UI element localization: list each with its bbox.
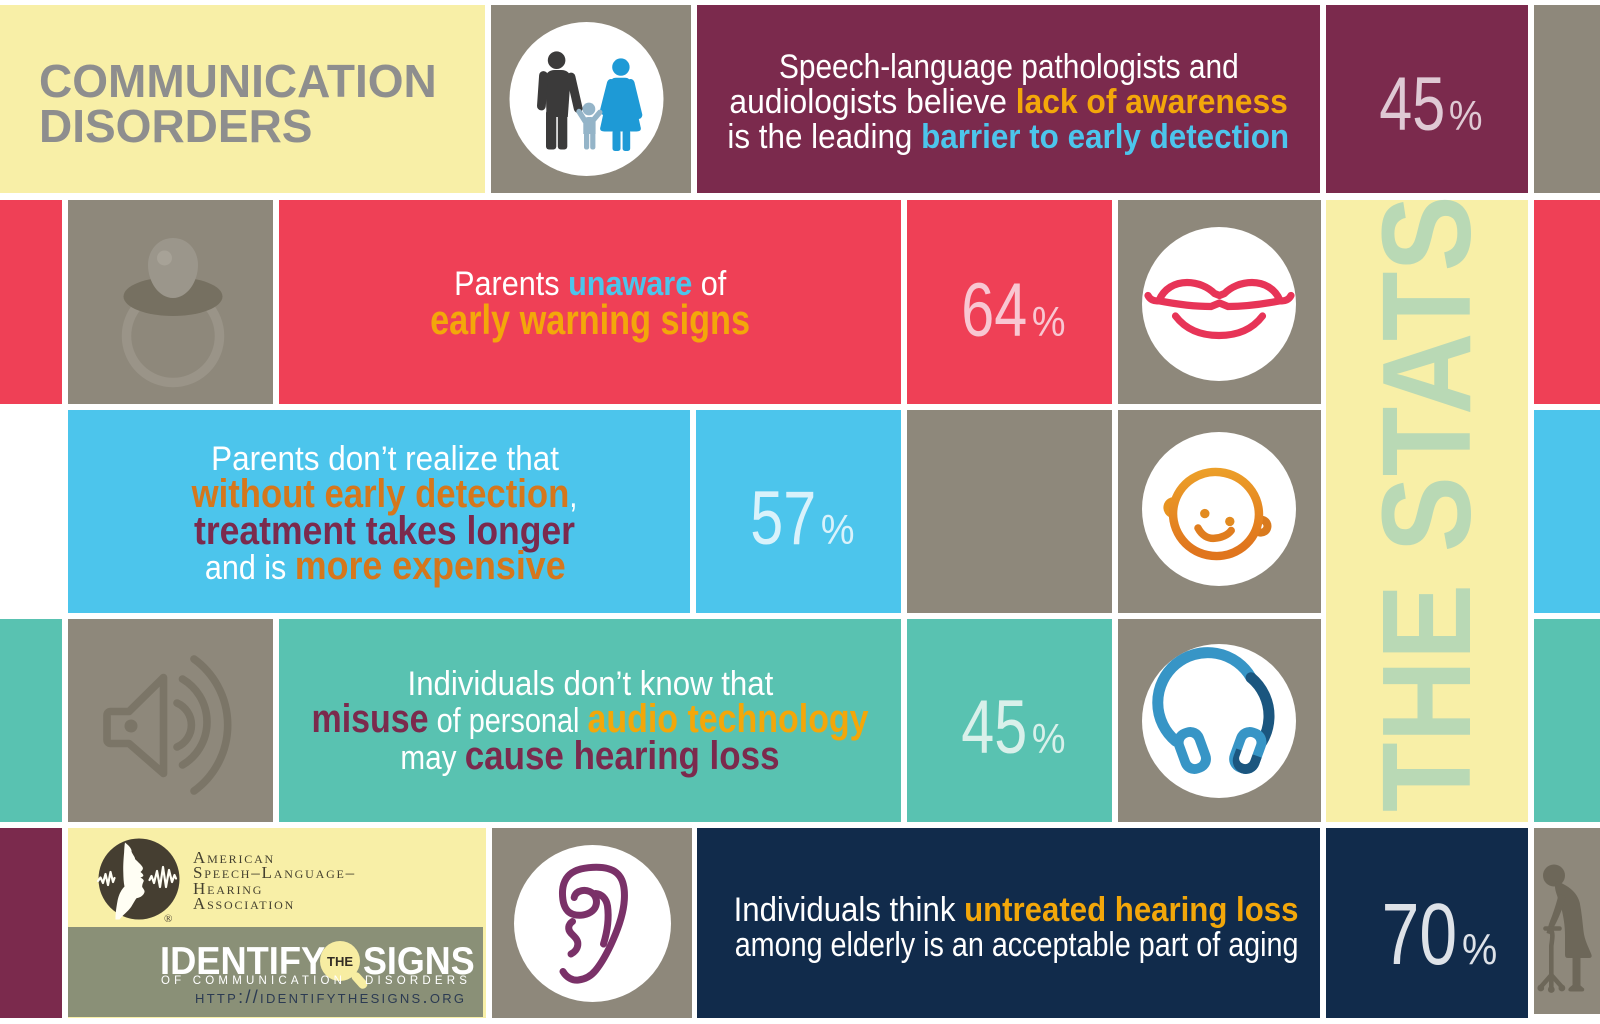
- svg-text:THE: THE: [327, 954, 353, 969]
- svg-text:®: ®: [164, 913, 172, 925]
